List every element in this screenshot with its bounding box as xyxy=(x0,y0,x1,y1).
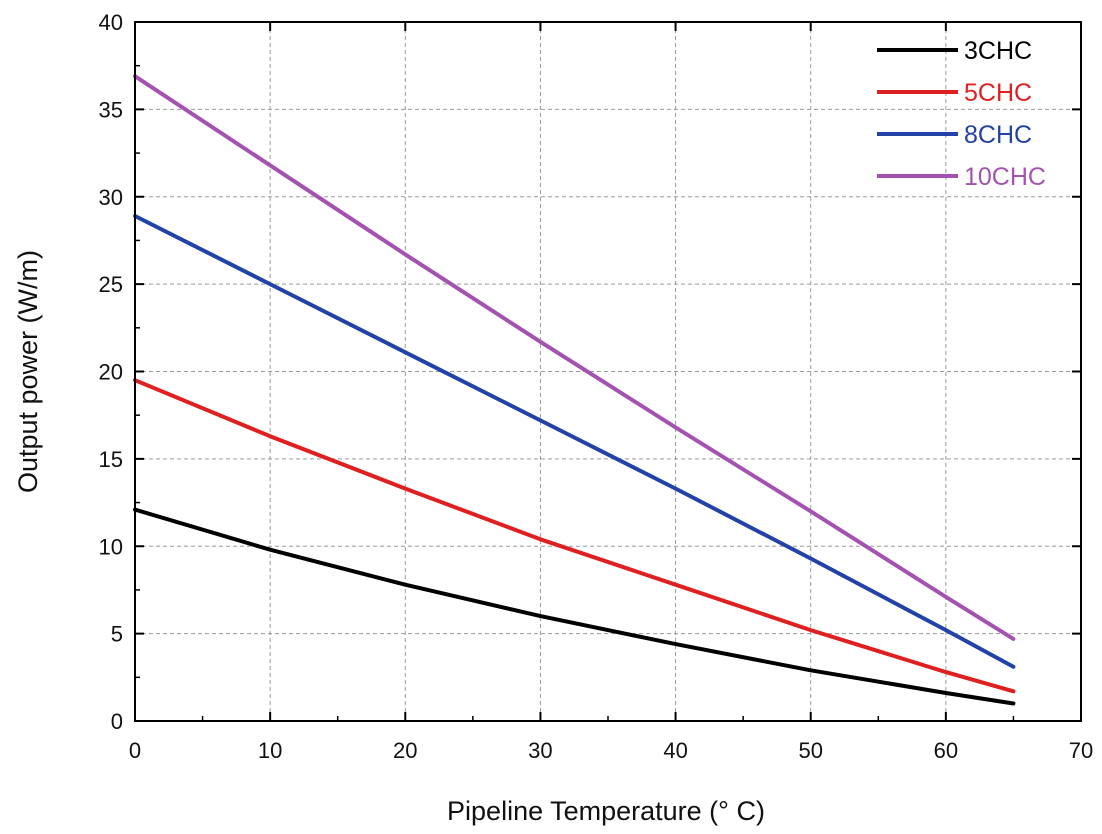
x-tick-label: 10 xyxy=(258,738,282,763)
y-tick-label: 5 xyxy=(111,622,123,647)
y-tick-label: 40 xyxy=(99,10,123,35)
x-axis-title: Pipeline Temperature (° C) xyxy=(447,796,765,826)
x-tick-label: 50 xyxy=(798,738,822,763)
y-tick-label: 25 xyxy=(99,272,123,297)
legend-label-5chc: 5CHC xyxy=(964,79,1032,107)
series-line-5chc xyxy=(135,380,1013,691)
x-tick-label: 30 xyxy=(528,738,552,763)
legend-label-8chc: 8CHC xyxy=(964,121,1032,149)
axis-ticks: 0 10 20 30 40 50 60 70 0 5 10 15 20 25 30 35 40 xyxy=(99,10,1094,763)
x-tick-label: 20 xyxy=(393,738,417,763)
series-line-3chc xyxy=(135,510,1013,704)
y-tick-label: 10 xyxy=(99,534,123,559)
y-tick-label: 15 xyxy=(99,447,123,472)
y-tick-label: 35 xyxy=(99,97,123,122)
y-axis-title: Output power (W/m) xyxy=(13,250,43,493)
series-line-10chc xyxy=(135,76,1013,639)
x-tick-label: 0 xyxy=(129,738,141,763)
legend-label-10chc: 10CHC xyxy=(964,163,1046,191)
y-tick-label: 30 xyxy=(99,185,123,210)
y-tick-label: 0 xyxy=(111,709,123,734)
series-lines xyxy=(135,76,1013,703)
legend: 3CHC 5CHC 8CHC 10CHC xyxy=(877,37,1046,191)
y-tick-label: 20 xyxy=(99,360,123,385)
grid-lines xyxy=(135,22,1081,721)
series-line-8chc xyxy=(135,216,1013,667)
x-tick-label: 70 xyxy=(1069,738,1093,763)
x-tick-label: 40 xyxy=(663,738,687,763)
legend-label-3chc: 3CHC xyxy=(964,37,1032,65)
x-tick-label: 60 xyxy=(934,738,958,763)
